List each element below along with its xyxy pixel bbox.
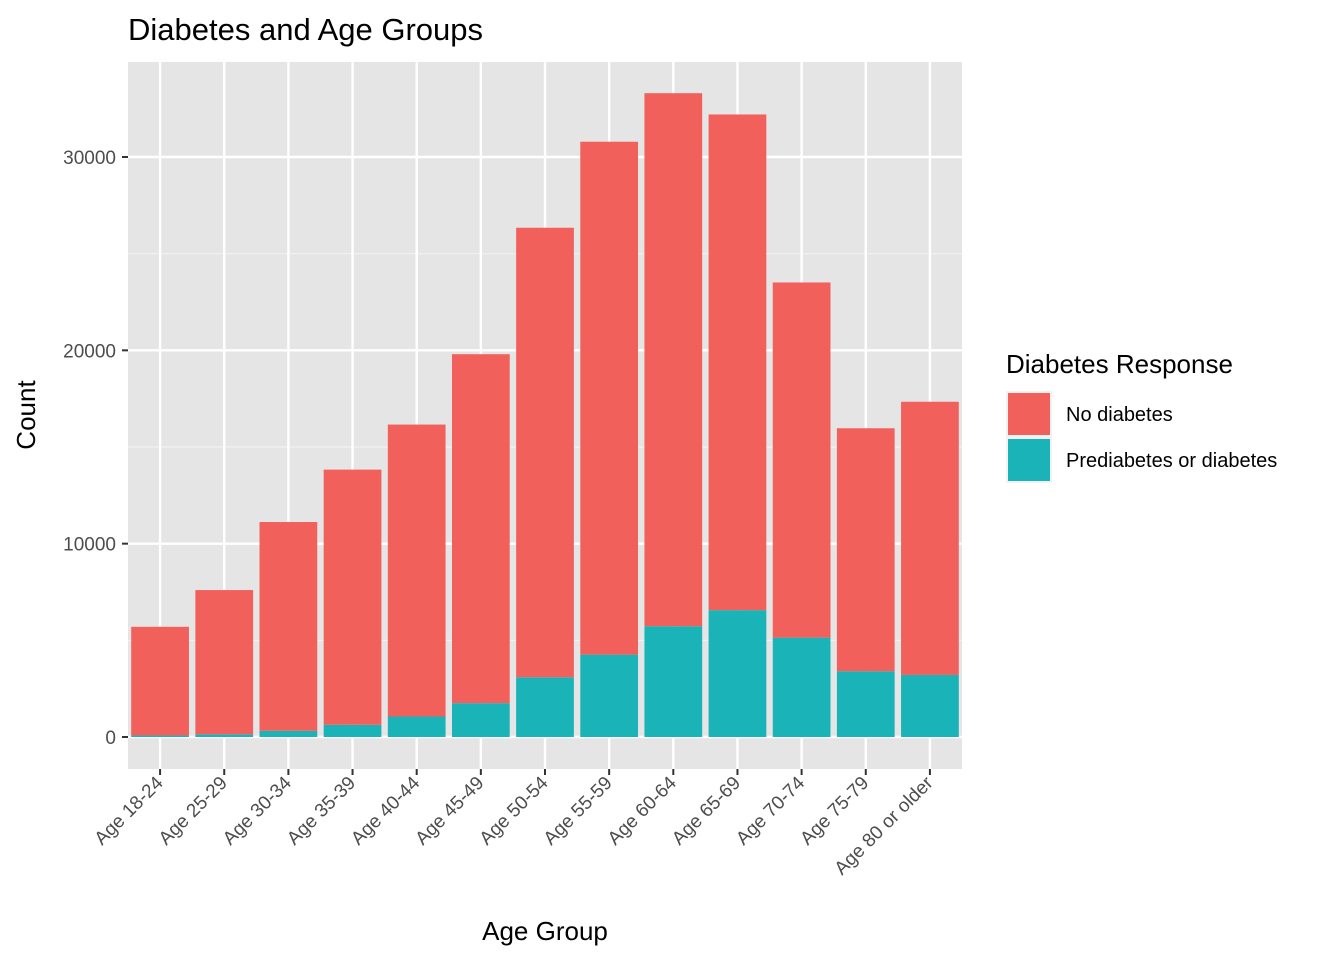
- bar-segment: [387, 424, 446, 717]
- x-tick-label: Age 60-64: [604, 772, 681, 849]
- x-tick-label: Age 40-44: [347, 772, 424, 849]
- bar-segment: [580, 141, 639, 655]
- bar-segment: [195, 734, 254, 737]
- bar-segment: [772, 282, 831, 638]
- bar-segment: [451, 703, 510, 737]
- bar-segment: [772, 637, 831, 737]
- bar-segment: [323, 724, 382, 737]
- legend-swatch-prediabetes: [1008, 439, 1050, 481]
- bar-segment: [323, 469, 382, 725]
- x-tick-label: Age 70-74: [732, 772, 809, 849]
- legend-swatch-no-diabetes: [1008, 393, 1050, 435]
- bar-segment: [708, 114, 767, 611]
- x-tick-label: Age 55-59: [540, 773, 617, 850]
- bar-segment: [644, 626, 703, 737]
- x-axis-title: Age Group: [482, 916, 608, 946]
- bar-segment: [836, 671, 895, 737]
- bar-segment: [451, 354, 510, 704]
- bar-segment: [516, 677, 574, 737]
- bar-segment: [131, 735, 189, 737]
- x-tick-label: Age 25-29: [155, 773, 232, 850]
- bar-segment: [901, 674, 959, 737]
- bar-segment: [901, 401, 959, 675]
- legend-title: Diabetes Response: [1006, 349, 1233, 379]
- bar-segment: [259, 522, 318, 731]
- bar-segment: [131, 626, 189, 736]
- x-tick-label: Age 18-24: [91, 772, 168, 849]
- bar-segment: [387, 716, 446, 737]
- x-tick-label: Age 30-34: [219, 772, 296, 849]
- bar-segment: [195, 590, 254, 735]
- x-tick-label: Age 65-69: [668, 773, 745, 850]
- bar-segment: [836, 428, 895, 672]
- y-axis: 0 10000 20000 30000: [63, 148, 128, 749]
- y-tick-label: 0: [105, 728, 116, 749]
- y-tick-label: 20000: [63, 341, 116, 362]
- bar-segment: [259, 730, 318, 737]
- chart-title: Diabetes and Age Groups: [128, 12, 483, 47]
- y-axis-title: Count: [11, 380, 41, 450]
- plot-panel: [128, 62, 962, 769]
- bar-segment: [516, 227, 574, 678]
- x-tick-label: Age 45-49: [412, 773, 489, 850]
- legend-label-prediabetes: Prediabetes or diabetes: [1066, 450, 1277, 472]
- y-tick-label: 10000: [63, 535, 116, 556]
- y-tick-label: 30000: [63, 148, 116, 169]
- bar-segment: [708, 610, 767, 737]
- bar-segment: [644, 93, 703, 627]
- x-tick-label: Age 35-39: [283, 773, 360, 850]
- x-tick-label: Age 50-54: [476, 772, 553, 849]
- bars: [131, 93, 959, 737]
- legend: Diabetes Response No diabetes Prediabete…: [1006, 349, 1277, 483]
- bar-segment: [580, 654, 639, 737]
- legend-label-no-diabetes: No diabetes: [1066, 404, 1173, 426]
